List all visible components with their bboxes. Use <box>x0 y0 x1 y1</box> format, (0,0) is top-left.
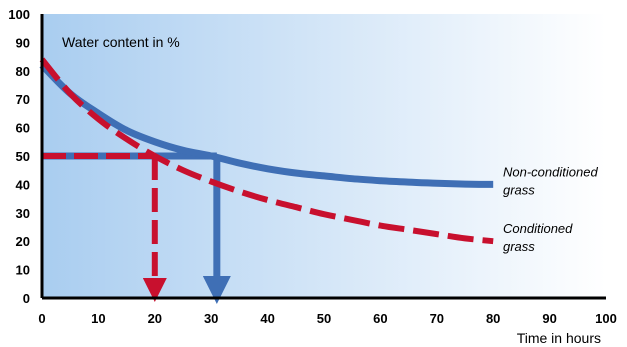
x-tick-label: 70 <box>430 311 444 326</box>
x-tick-label: 60 <box>373 311 387 326</box>
series-line-conditioned <box>39 57 494 245</box>
y-tick-label: 80 <box>16 64 30 79</box>
y-tick-label: 40 <box>16 177 30 192</box>
y-tick-label: 90 <box>16 35 30 50</box>
x-tick-label: 10 <box>91 311 105 326</box>
y-tick-label: 30 <box>16 206 30 221</box>
y-tick-label: 50 <box>16 149 30 164</box>
y-tick-label: 20 <box>16 234 30 249</box>
x-tick-label: 30 <box>204 311 218 326</box>
x-tick-label: 0 <box>38 311 45 326</box>
x-tick-label: 40 <box>260 311 274 326</box>
x-tick-label: 90 <box>542 311 556 326</box>
x-tick-label: 80 <box>486 311 500 326</box>
series-label: Non-conditioned grass <box>503 164 598 197</box>
series-line-non-conditioned <box>39 62 494 188</box>
chart-title: Water content in % <box>62 34 180 50</box>
x-tick-label: 50 <box>317 311 331 326</box>
x-tick-label: 20 <box>148 311 162 326</box>
y-tick-label: 0 <box>23 291 30 306</box>
y-tick-label: 10 <box>16 263 30 278</box>
x-tick-label: 100 <box>595 311 617 326</box>
series-label: Conditioned grass <box>503 221 573 254</box>
x-axis-label: Time in hours <box>517 330 601 346</box>
y-tick-label: 100 <box>8 7 30 22</box>
y-tick-label: 60 <box>16 121 30 136</box>
y-tick-label: 70 <box>16 92 30 107</box>
